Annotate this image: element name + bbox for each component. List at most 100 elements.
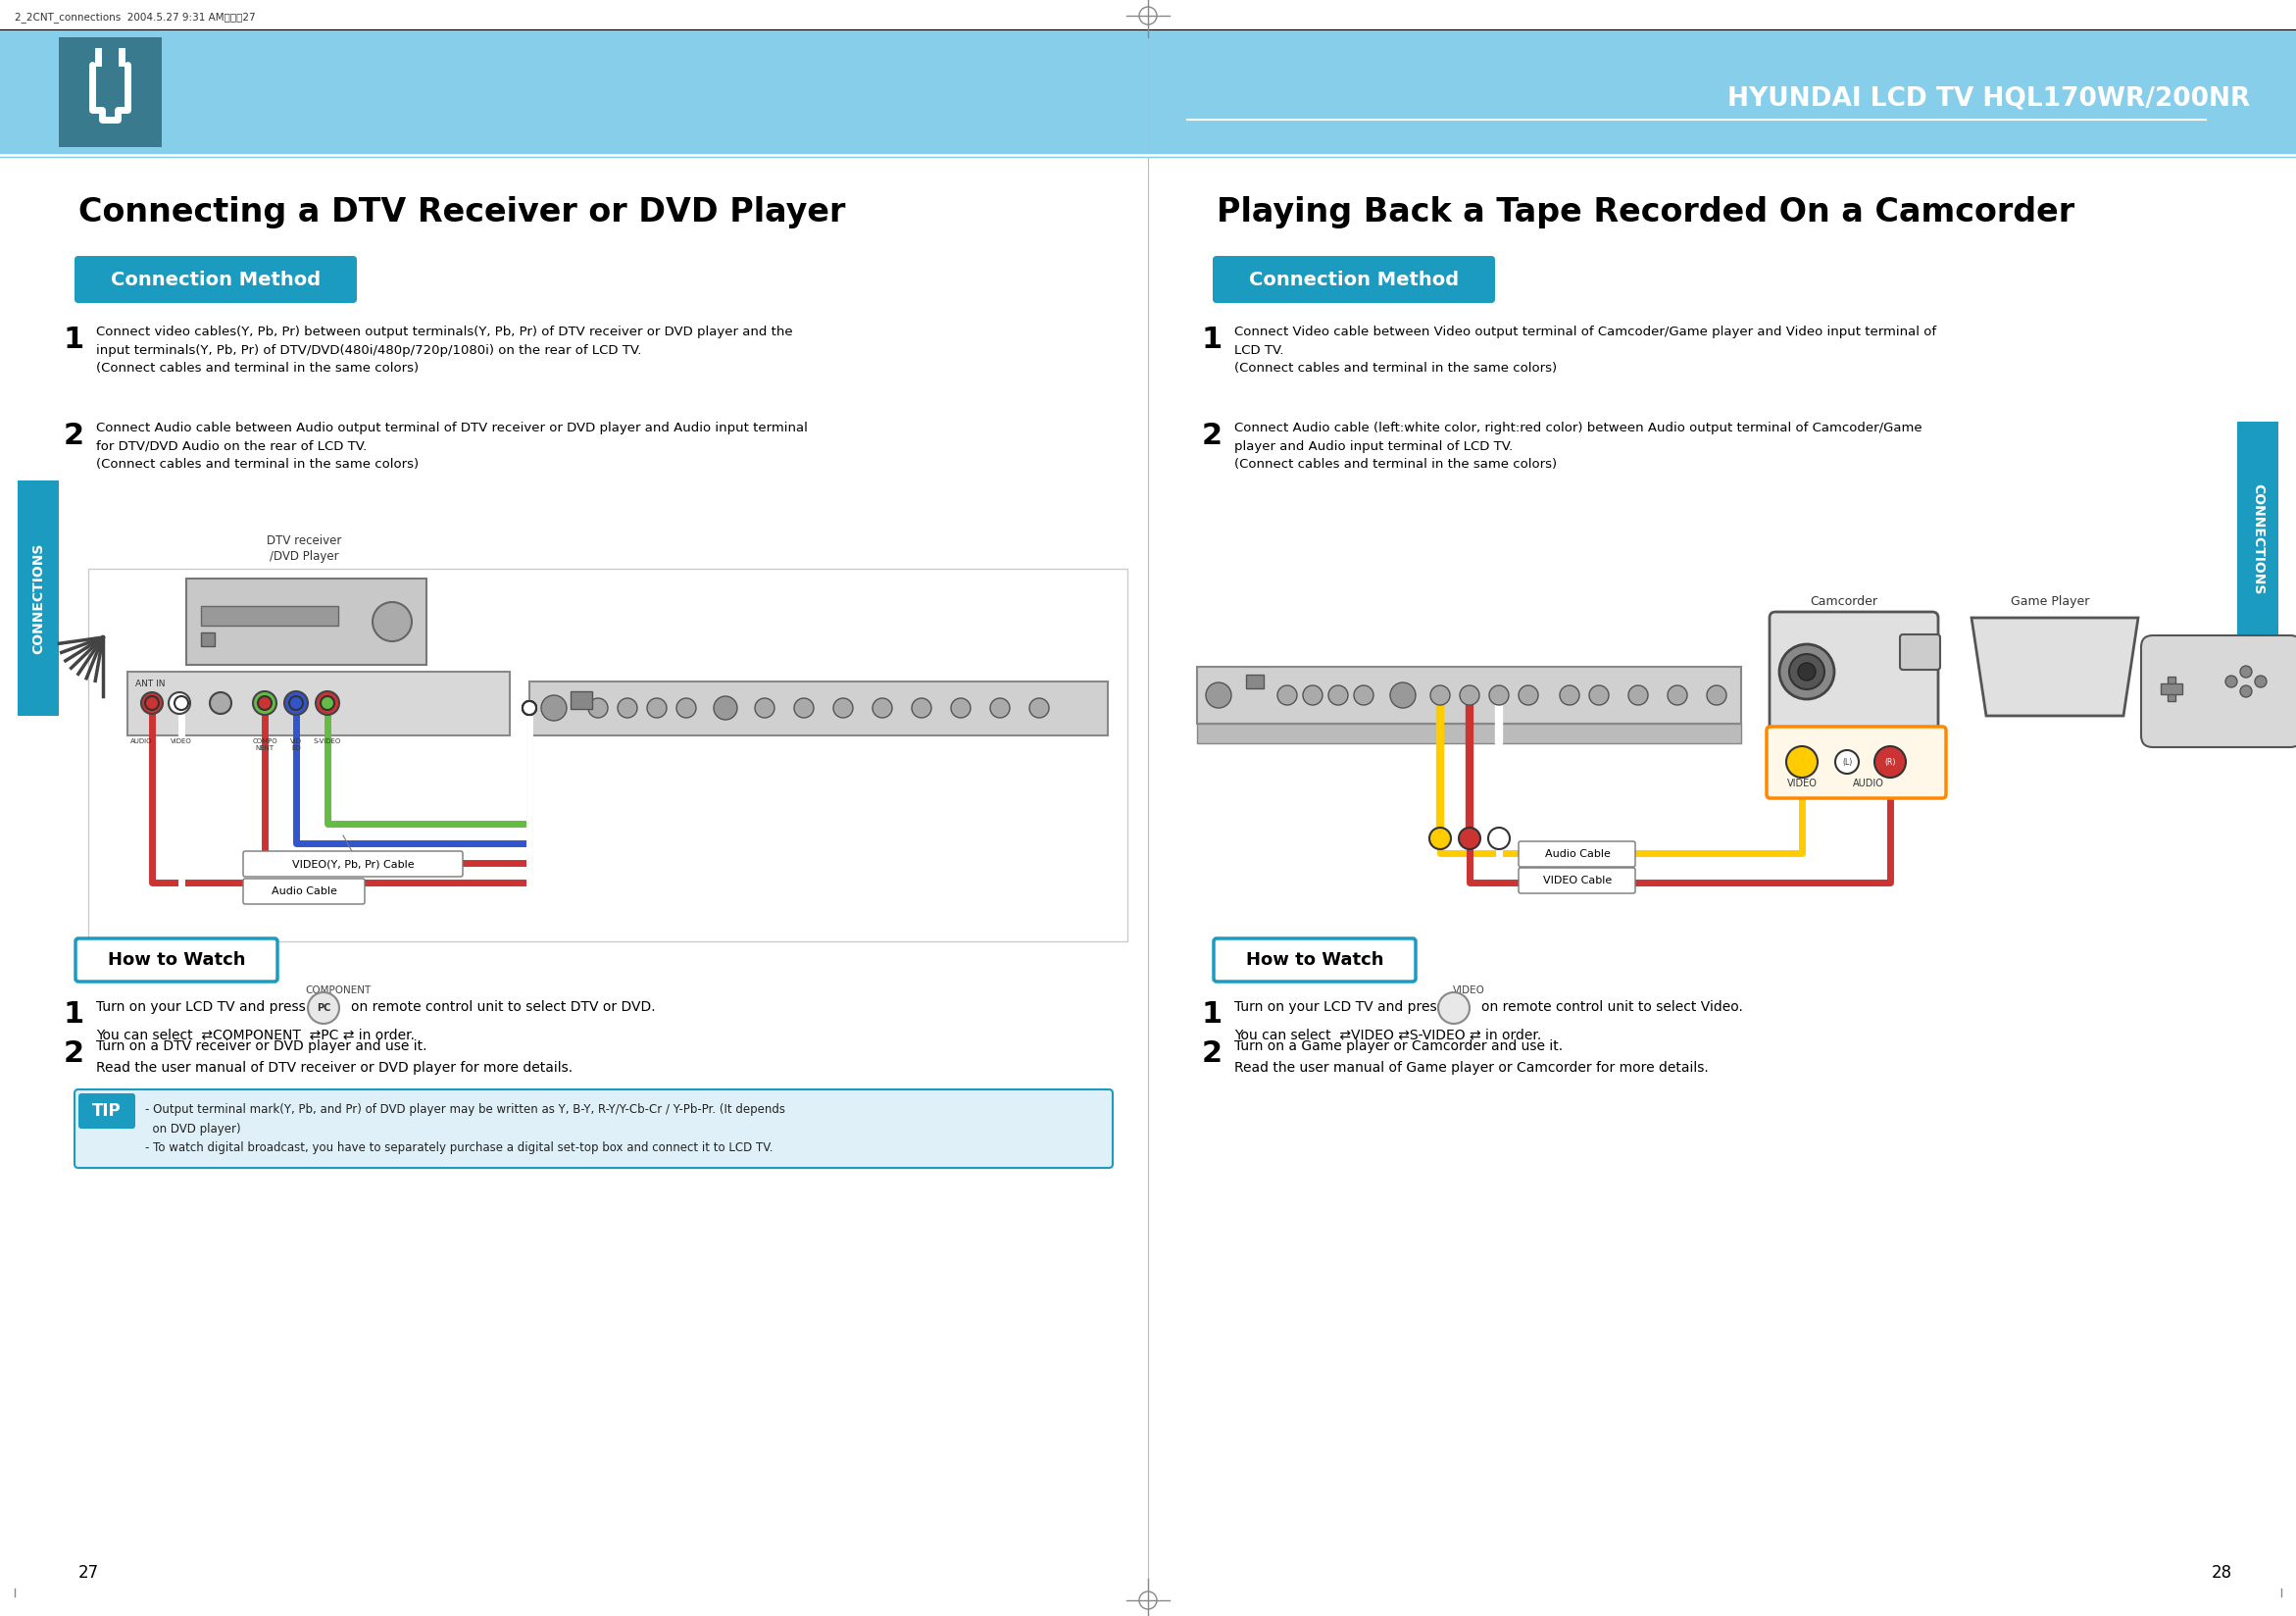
- Text: Connecting a DTV Receiver or DVD Player: Connecting a DTV Receiver or DVD Player: [78, 196, 845, 228]
- Text: Connect video cables(Y, Pb, Pr) between output terminals(Y, Pb, Pr) of DTV recei: Connect video cables(Y, Pb, Pr) between …: [96, 325, 792, 375]
- Text: VID
EO: VID EO: [289, 739, 303, 751]
- Circle shape: [1329, 685, 1348, 705]
- Text: Connect Audio cable between Audio output terminal of DTV receiver or DVD player : Connect Audio cable between Audio output…: [96, 422, 808, 470]
- Bar: [18, 480, 60, 716]
- Text: Camcorder: Camcorder: [1809, 595, 1878, 608]
- Text: Audio Cable: Audio Cable: [271, 887, 338, 897]
- Text: 2: 2: [64, 1039, 85, 1068]
- Circle shape: [1460, 685, 1479, 705]
- Text: ANT IN: ANT IN: [135, 680, 165, 688]
- Circle shape: [289, 696, 303, 709]
- Text: Audio Cable: Audio Cable: [1545, 848, 1609, 860]
- Text: Read the user manual of Game player or Camcorder for more details.: Read the user manual of Game player or C…: [1235, 1062, 1708, 1075]
- FancyBboxPatch shape: [1212, 255, 1495, 304]
- Circle shape: [1458, 827, 1481, 848]
- Circle shape: [1874, 747, 1906, 777]
- FancyBboxPatch shape: [2142, 635, 2296, 747]
- Circle shape: [308, 992, 340, 1023]
- Text: Connect Video cable between Video output terminal of Camcoder/Game player and Vi: Connect Video cable between Video output…: [1235, 325, 1936, 375]
- Bar: [60, 37, 161, 147]
- Text: You can select  ⇄VIDEO ⇄S-VIDEO ⇄ in order.: You can select ⇄VIDEO ⇄S-VIDEO ⇄ in orde…: [1235, 1028, 1541, 1041]
- Circle shape: [1835, 750, 1860, 774]
- Text: 1: 1: [62, 1000, 85, 1029]
- Circle shape: [523, 701, 537, 714]
- Text: TIP: TIP: [92, 1102, 122, 1120]
- Text: Turn on a DTV receiver or DVD player and use it.: Turn on a DTV receiver or DVD player and…: [96, 1039, 427, 1054]
- Text: 28: 28: [2211, 1564, 2232, 1582]
- Text: COMPO
NENT: COMPO NENT: [253, 739, 278, 751]
- Circle shape: [315, 692, 340, 714]
- Bar: [572, 692, 592, 709]
- Text: HYUNDAI LCD TV HQL170WR/200NR: HYUNDAI LCD TV HQL170WR/200NR: [1727, 86, 2250, 112]
- Circle shape: [1706, 685, 1727, 705]
- Bar: [0, 29, 2296, 157]
- Text: How to Watch: How to Watch: [108, 952, 246, 970]
- Text: VIDEO: VIDEO: [1453, 986, 1486, 995]
- Circle shape: [677, 698, 696, 718]
- Bar: [1196, 667, 1740, 724]
- Text: 1: 1: [1201, 325, 1221, 354]
- Circle shape: [1389, 682, 1417, 708]
- FancyBboxPatch shape: [1766, 727, 1947, 798]
- Circle shape: [1302, 685, 1322, 705]
- Text: (L): (L): [1841, 758, 1853, 766]
- Bar: [2236, 422, 2278, 658]
- Text: Turn on your LCD TV and press: Turn on your LCD TV and press: [1235, 1000, 1444, 1013]
- Circle shape: [145, 696, 158, 709]
- Circle shape: [523, 701, 537, 714]
- FancyBboxPatch shape: [1518, 868, 1635, 894]
- Circle shape: [1667, 685, 1688, 705]
- Text: COMPONENT: COMPONENT: [305, 986, 372, 995]
- Circle shape: [542, 695, 567, 721]
- Text: PC: PC: [317, 1004, 331, 1013]
- Text: VIDEO: VIDEO: [1786, 779, 1816, 789]
- Text: 2_2CNT_connections  2004.5.27 9:31 AM페이직27: 2_2CNT_connections 2004.5.27 9:31 AM페이직2…: [14, 11, 255, 23]
- FancyBboxPatch shape: [76, 939, 278, 981]
- Text: Pr: Pr: [324, 698, 331, 708]
- Circle shape: [372, 603, 411, 642]
- Circle shape: [174, 696, 188, 709]
- Text: Read the user manual of DTV receiver or DVD player for more details.: Read the user manual of DTV receiver or …: [96, 1062, 572, 1075]
- Circle shape: [1589, 685, 1609, 705]
- Circle shape: [1628, 685, 1649, 705]
- Circle shape: [833, 698, 852, 718]
- Circle shape: [872, 698, 893, 718]
- Text: 2: 2: [1201, 422, 1221, 451]
- Circle shape: [523, 701, 537, 714]
- FancyBboxPatch shape: [1518, 842, 1635, 866]
- Text: S-VIDEO: S-VIDEO: [315, 739, 342, 745]
- FancyBboxPatch shape: [243, 852, 464, 876]
- Circle shape: [2255, 675, 2266, 687]
- Text: 2: 2: [1201, 1039, 1221, 1068]
- Text: Turn on a Game player or Camcorder and use it.: Turn on a Game player or Camcorder and u…: [1235, 1039, 1564, 1054]
- Circle shape: [1437, 992, 1469, 1023]
- Circle shape: [1798, 663, 1816, 680]
- Circle shape: [140, 692, 163, 714]
- Text: R: R: [149, 698, 154, 708]
- Text: Turn on your LCD TV and press: Turn on your LCD TV and press: [96, 1000, 305, 1013]
- Circle shape: [168, 692, 191, 714]
- Text: Playing Back a Tape Recorded On a Camcorder: Playing Back a Tape Recorded On a Camcor…: [1217, 196, 2076, 228]
- Circle shape: [1779, 645, 1835, 700]
- Circle shape: [1029, 698, 1049, 718]
- FancyBboxPatch shape: [1899, 635, 1940, 669]
- Circle shape: [912, 698, 932, 718]
- Text: Game Player: Game Player: [2011, 595, 2089, 608]
- Circle shape: [1786, 747, 1818, 777]
- Text: 1: 1: [1201, 1000, 1221, 1029]
- Circle shape: [1490, 685, 1508, 705]
- Bar: [87, 569, 1127, 942]
- Bar: [129, 672, 510, 735]
- Circle shape: [523, 701, 537, 714]
- Polygon shape: [1972, 617, 2138, 716]
- Bar: [202, 632, 216, 646]
- FancyBboxPatch shape: [1770, 612, 1938, 732]
- Circle shape: [714, 696, 737, 719]
- Circle shape: [1488, 827, 1511, 848]
- Circle shape: [951, 698, 971, 718]
- Bar: [202, 606, 338, 625]
- Circle shape: [321, 696, 335, 709]
- Text: VIDEO(Y, Pb, Pr) Cable: VIDEO(Y, Pb, Pr) Cable: [292, 860, 413, 869]
- Circle shape: [285, 692, 308, 714]
- Circle shape: [2241, 666, 2252, 677]
